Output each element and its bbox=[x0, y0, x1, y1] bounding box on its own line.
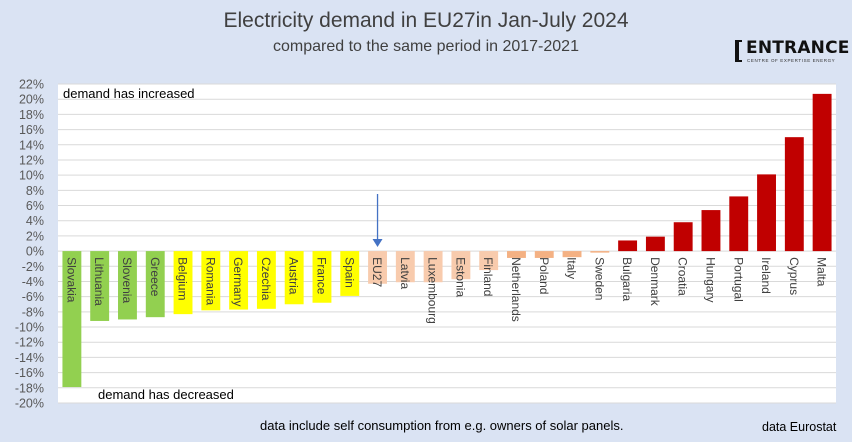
x-tick-label: Ireland bbox=[759, 257, 773, 294]
y-tick-label: -12% bbox=[15, 336, 44, 350]
bar-belgium bbox=[173, 251, 193, 315]
y-tick-label: 4% bbox=[26, 214, 44, 228]
annotation-increased: demand has increased bbox=[63, 86, 195, 101]
bar-estonia bbox=[451, 251, 471, 280]
x-tick-label: Denmark bbox=[648, 257, 662, 307]
x-tick-label: Malta bbox=[815, 257, 829, 287]
y-tick-label: 10% bbox=[19, 169, 44, 183]
x-tick-label: EU27 bbox=[370, 257, 384, 287]
bar-romania bbox=[201, 251, 221, 311]
bar-lithuania bbox=[90, 251, 110, 321]
x-tick-label: Croatia bbox=[676, 257, 690, 296]
y-tick-label: 8% bbox=[26, 184, 44, 198]
x-axis-labels: Slovakia Lithuania Slovenia Greece Belgium Ro… bbox=[64, 257, 828, 324]
bar-latvia bbox=[395, 251, 415, 283]
bar-czechia bbox=[256, 251, 276, 309]
x-tick-label: Lithuania bbox=[92, 257, 106, 306]
y-tick-label: -14% bbox=[15, 351, 44, 365]
logo-tagline: CENTRE OF EXPERTISE ENERGY bbox=[747, 58, 836, 63]
x-tick-label: Portugal bbox=[731, 257, 745, 302]
arrow-head bbox=[372, 239, 383, 247]
bar-croatia bbox=[673, 222, 693, 252]
x-tick-label: Latvia bbox=[398, 257, 412, 289]
x-tick-label: Luxembourg bbox=[426, 257, 440, 324]
x-tick-label: Estonia bbox=[453, 257, 467, 297]
footnote: data include self consumption from e.g. … bbox=[260, 418, 624, 433]
bar-ireland bbox=[757, 174, 776, 252]
x-tick-label: Sweden bbox=[592, 257, 606, 300]
y-tick-label: 16% bbox=[19, 123, 44, 137]
bar-austria bbox=[284, 251, 304, 305]
data-source: data Eurostat bbox=[762, 420, 837, 434]
y-tick-label: 12% bbox=[19, 153, 44, 167]
bar-cyprus bbox=[784, 137, 804, 252]
y-tick-label: -2% bbox=[22, 260, 44, 274]
bar-sweden bbox=[590, 251, 610, 253]
y-tick-label: -16% bbox=[15, 366, 44, 380]
entrance-logo: ENTRANCE CENTRE OF EXPERTISE ENERGY bbox=[735, 38, 849, 64]
logo-name: ENTRANCE bbox=[746, 38, 850, 58]
y-tick-label: -20% bbox=[15, 397, 44, 411]
x-tick-label: Poland bbox=[537, 257, 551, 294]
x-tick-label: Slovakia bbox=[64, 257, 78, 303]
x-tick-label: Slovenia bbox=[120, 257, 134, 303]
bar-italy bbox=[562, 251, 582, 258]
x-tick-label: Germany bbox=[231, 257, 245, 306]
x-tick-label: Bulgaria bbox=[620, 257, 634, 301]
x-tick-label: Belgium bbox=[176, 257, 190, 300]
bar-netherlands bbox=[507, 251, 526, 258]
bar-bulgaria bbox=[618, 240, 638, 252]
bar-hungary bbox=[701, 210, 721, 252]
bar-portugal bbox=[729, 196, 749, 252]
bar-germany bbox=[229, 251, 249, 310]
y-tick-label: 20% bbox=[19, 93, 44, 107]
bar-greece bbox=[145, 251, 165, 318]
y-tick-label: 22% bbox=[19, 78, 44, 92]
y-tick-label: 0% bbox=[26, 245, 44, 259]
x-tick-label: Romania bbox=[203, 257, 217, 305]
bar-france bbox=[312, 251, 332, 303]
x-tick-label: Italy bbox=[565, 257, 579, 279]
x-tick-label: Hungary bbox=[703, 257, 717, 302]
y-tick-label: 6% bbox=[26, 199, 44, 213]
y-axis-ticks: -20% -18%-16%-14%-12%-10% -8%-6%-4%-2%0% 2%… bbox=[15, 78, 44, 411]
x-tick-label: Cyprus bbox=[787, 257, 801, 295]
bar-slovenia bbox=[118, 251, 137, 320]
y-tick-label: 2% bbox=[26, 229, 44, 243]
y-tick-label: 18% bbox=[19, 108, 44, 122]
x-tick-label: Spain bbox=[342, 257, 356, 288]
chart-subtitle: compared to the same period in 2017-2021 bbox=[273, 38, 579, 55]
y-tick-label: -4% bbox=[22, 275, 44, 289]
y-tick-label: 14% bbox=[19, 138, 44, 152]
chart-title: Electricity demand in EU27in Jan-July 20… bbox=[223, 9, 629, 32]
y-tick-label: -8% bbox=[22, 305, 44, 319]
bar-finland bbox=[479, 251, 499, 271]
y-tick-label: -18% bbox=[15, 381, 44, 395]
bar-denmark bbox=[645, 236, 665, 252]
x-tick-label: Greece bbox=[148, 257, 162, 297]
x-tick-label: Czechia bbox=[259, 257, 273, 301]
bars bbox=[62, 93, 832, 388]
annotation-decreased: demand has decreased bbox=[98, 387, 234, 402]
bar-slovakia bbox=[62, 251, 82, 388]
eu27-arrow-icon bbox=[372, 194, 383, 247]
logo-bracket-icon bbox=[735, 40, 742, 62]
x-tick-label: Austria bbox=[287, 257, 301, 295]
y-tick-label: -10% bbox=[15, 321, 44, 335]
bar-malta bbox=[812, 93, 832, 252]
bar-poland bbox=[534, 251, 554, 258]
x-tick-label: France bbox=[314, 257, 328, 295]
bar-spain bbox=[340, 251, 360, 296]
bar-luxembourg bbox=[423, 251, 443, 283]
x-tick-label: Finland bbox=[481, 257, 495, 296]
y-tick-label: -6% bbox=[22, 290, 44, 304]
bar-eu27 bbox=[368, 251, 387, 284]
x-tick-label: Netherlands bbox=[509, 257, 523, 322]
